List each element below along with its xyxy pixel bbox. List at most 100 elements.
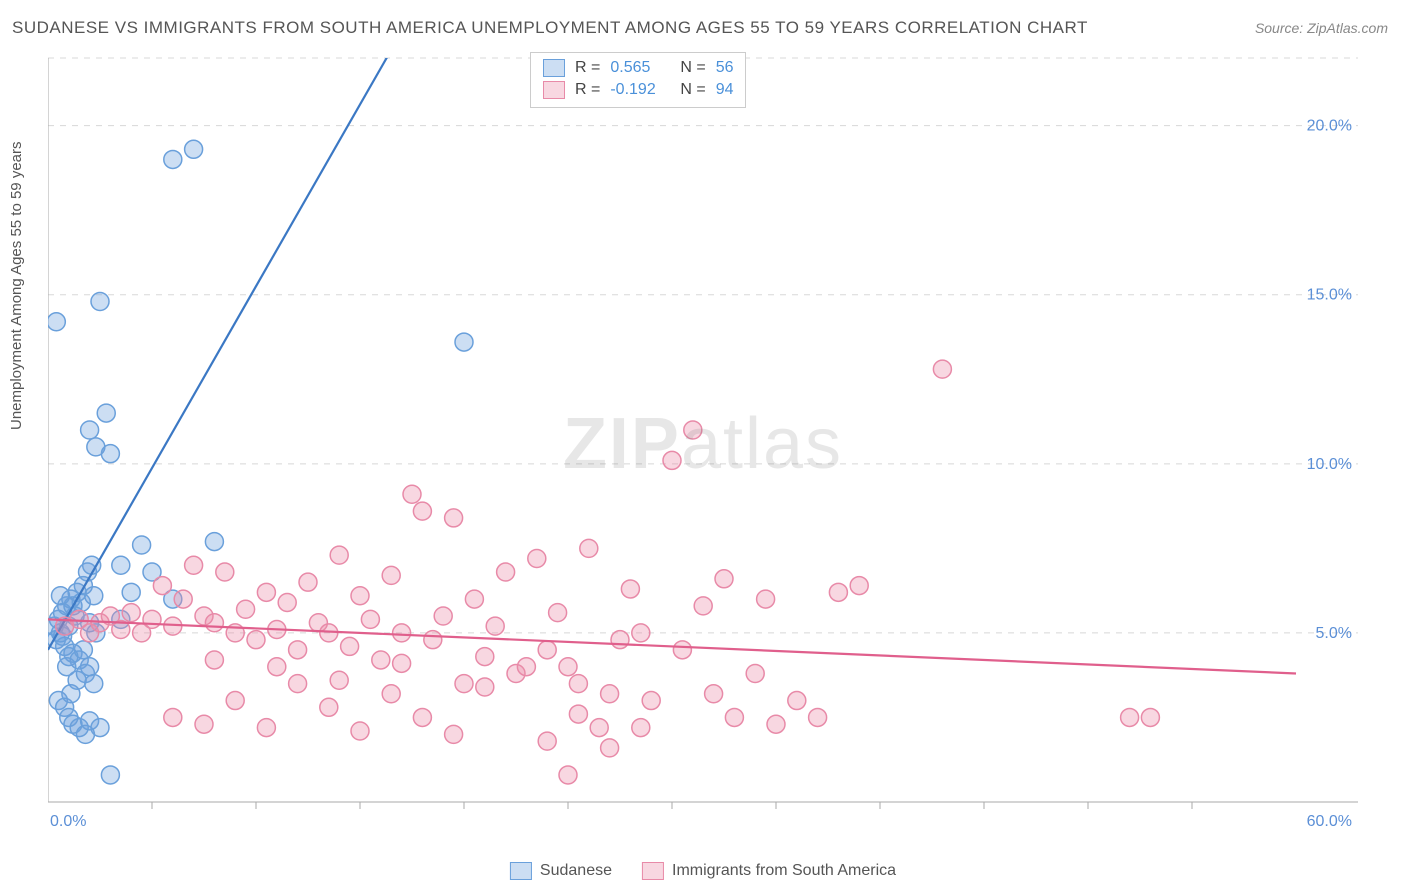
- data-point: [51, 587, 69, 605]
- data-point: [601, 685, 619, 703]
- data-point: [715, 570, 733, 588]
- data-point: [351, 587, 369, 605]
- data-point: [569, 705, 587, 723]
- data-point: [341, 637, 359, 655]
- data-point: [205, 614, 223, 632]
- data-point: [694, 597, 712, 615]
- stat-n-value: 56: [716, 59, 734, 77]
- trend-line: [48, 50, 464, 650]
- data-point: [517, 658, 535, 676]
- data-point: [91, 292, 109, 310]
- data-point: [413, 502, 431, 520]
- data-point: [85, 587, 103, 605]
- legend-label: Sudanese: [540, 862, 612, 879]
- data-point: [673, 641, 691, 659]
- legend-label: Immigrants from South America: [672, 862, 896, 879]
- data-point: [528, 550, 546, 568]
- data-point: [549, 604, 567, 622]
- data-point: [933, 360, 951, 378]
- data-point: [185, 556, 203, 574]
- stat-row: R =0.565N =56: [543, 57, 733, 79]
- data-point: [621, 580, 639, 598]
- series-immigrants-from-south-america: [48, 360, 1296, 784]
- data-point: [195, 715, 213, 733]
- y-axis-label: Unemployment Among Ages 55 to 59 years: [8, 141, 25, 430]
- bottom-legend: Sudanese Immigrants from South America: [510, 862, 896, 880]
- stat-n-label: N =: [680, 59, 705, 77]
- chart-title: SUDANESE VS IMMIGRANTS FROM SOUTH AMERIC…: [12, 18, 1088, 38]
- legend-item: Immigrants from South America: [642, 862, 896, 880]
- stat-r-value: 0.565: [610, 59, 670, 77]
- data-point: [538, 641, 556, 659]
- data-point: [81, 421, 99, 439]
- data-point: [320, 698, 338, 716]
- x-tick-label: 0.0%: [50, 813, 86, 830]
- chart-area: 5.0%10.0%15.0%20.0%0.0%60.0% ZIPatlas: [48, 50, 1358, 838]
- stat-n-value: 94: [716, 81, 734, 99]
- y-tick-label: 15.0%: [1307, 287, 1352, 304]
- data-point: [393, 624, 411, 642]
- data-point: [746, 664, 764, 682]
- legend-swatch: [642, 862, 664, 880]
- data-point: [91, 719, 109, 737]
- data-point: [216, 563, 234, 581]
- data-point: [486, 617, 504, 635]
- data-point: [205, 533, 223, 551]
- data-point: [445, 509, 463, 527]
- data-point: [580, 539, 598, 557]
- legend-swatch: [543, 81, 565, 99]
- legend-item: Sudanese: [510, 862, 612, 880]
- data-point: [174, 590, 192, 608]
- data-point: [97, 404, 115, 422]
- data-point: [1141, 708, 1159, 726]
- data-point: [788, 692, 806, 710]
- data-point: [289, 675, 307, 693]
- data-point: [434, 607, 452, 625]
- data-point: [455, 333, 473, 351]
- data-point: [476, 678, 494, 696]
- data-point: [237, 600, 255, 618]
- legend-swatch: [510, 862, 532, 880]
- data-point: [48, 313, 65, 331]
- data-point: [330, 546, 348, 564]
- data-point: [85, 675, 103, 693]
- data-point: [247, 631, 265, 649]
- data-point: [465, 590, 483, 608]
- data-point: [164, 150, 182, 168]
- data-point: [153, 577, 171, 595]
- data-point: [289, 641, 307, 659]
- data-point: [601, 739, 619, 757]
- data-point: [538, 732, 556, 750]
- data-point: [413, 708, 431, 726]
- data-point: [632, 624, 650, 642]
- data-point: [299, 573, 317, 591]
- data-point: [330, 671, 348, 689]
- data-point: [268, 658, 286, 676]
- data-point: [455, 675, 473, 693]
- data-point: [112, 556, 130, 574]
- data-point: [101, 766, 119, 784]
- x-tick-label: 60.0%: [1307, 813, 1352, 830]
- stat-r-label: R =: [575, 81, 600, 99]
- data-point: [278, 593, 296, 611]
- data-point: [101, 445, 119, 463]
- data-point: [569, 675, 587, 693]
- scatter-plot: 5.0%10.0%15.0%20.0%0.0%60.0%: [48, 50, 1358, 838]
- data-point: [642, 692, 660, 710]
- data-point: [829, 583, 847, 601]
- data-point: [705, 685, 723, 703]
- data-point: [663, 451, 681, 469]
- source-label: Source: ZipAtlas.com: [1255, 20, 1388, 36]
- y-tick-label: 5.0%: [1316, 625, 1352, 642]
- correlation-stats-box: R =0.565N =56R =-0.192N =94: [530, 52, 746, 108]
- data-point: [133, 536, 151, 554]
- data-point: [143, 610, 161, 628]
- data-point: [361, 610, 379, 628]
- data-point: [632, 719, 650, 737]
- data-point: [611, 631, 629, 649]
- data-point: [850, 577, 868, 595]
- data-point: [424, 631, 442, 649]
- data-point: [122, 583, 140, 601]
- data-point: [68, 671, 86, 689]
- data-point: [257, 583, 275, 601]
